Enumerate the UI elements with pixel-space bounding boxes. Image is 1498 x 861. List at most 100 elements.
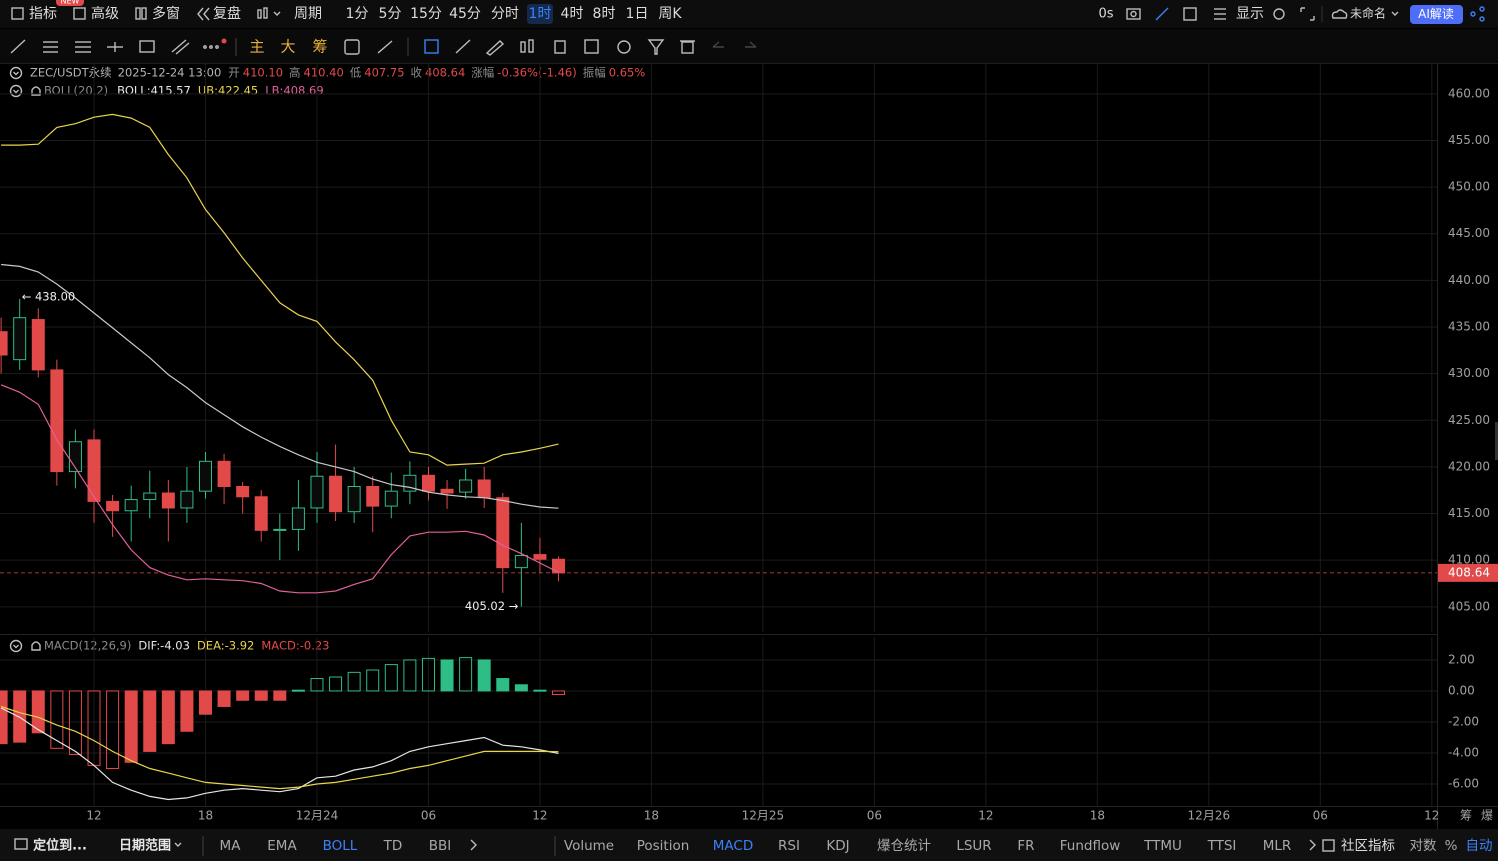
candle-body (236, 486, 250, 498)
field-value: 410.40 (304, 66, 344, 80)
drawing-label[interactable]: 主 (249, 38, 264, 56)
candle-body (87, 439, 101, 502)
sub-indicator-tab[interactable]: LSUR (956, 838, 991, 854)
interval[interactable]: 5分 (379, 6, 402, 22)
x-tick-label: 06 (1313, 809, 1328, 823)
indicator-line (1, 113, 559, 466)
axis-corner-label[interactable]: 筹 (1460, 809, 1472, 823)
badge-text: NEW (61, 0, 80, 6)
macd-bar (124, 690, 138, 763)
macd-bar (310, 678, 324, 692)
y-tick-label: 405.00 (1448, 599, 1490, 613)
toolbar-item[interactable]: 多窗 (152, 5, 180, 22)
candle-body (106, 500, 120, 512)
extreme-annotation: ← 438.00 (22, 290, 76, 304)
sub-indicator-tab[interactable]: Fundflow (1060, 838, 1121, 854)
last-price-label: 408.64 (1448, 565, 1490, 579)
candle-body (384, 490, 398, 507)
y-tick-label: 0.00 (1448, 683, 1475, 697)
macd-bar (496, 678, 510, 692)
interval[interactable]: 1分 (346, 6, 369, 22)
macd-bar (143, 690, 157, 752)
main-indicator-tab[interactable]: MA (220, 838, 242, 854)
candle-body (124, 499, 138, 512)
bottom-left-button[interactable]: 日期范围 (119, 838, 171, 854)
interval[interactable]: 1时 (529, 6, 552, 22)
scale-option[interactable]: % (1445, 838, 1458, 854)
sub-indicator-tab[interactable]: MACD (713, 838, 753, 854)
bottom-icons[interactable] (14, 836, 1335, 856)
interval[interactable]: 15分 (410, 6, 442, 22)
sub-indicator-tab[interactable]: MLR (1263, 838, 1292, 854)
y-tick-label: 435.00 (1448, 320, 1490, 334)
y-tick-label: 455.00 (1448, 133, 1490, 147)
layout-name[interactable]: 未命名 (1350, 6, 1386, 21)
toolbar-item[interactable]: 高级 (91, 5, 119, 22)
interval[interactable]: 4时 (561, 6, 584, 22)
x-tick-label: 12月24 (296, 809, 339, 823)
candle-body (254, 496, 268, 531)
main-indicator-tab[interactable]: EMA (267, 838, 297, 854)
symbol: ZEC/USDT永续 (30, 66, 112, 80)
bar-time: 2025-12-24 13:00 (118, 66, 222, 80)
legend-icons (9, 66, 41, 653)
sub-indicator-tab[interactable]: KDJ (826, 838, 849, 854)
interval[interactable]: 8时 (593, 6, 616, 22)
macd-bar (13, 690, 27, 743)
sub-indicator-tab[interactable]: Volume (564, 838, 614, 854)
community-indicators[interactable]: 社区指标 (1341, 838, 1395, 854)
main-indicator-tab[interactable]: TD (383, 838, 403, 854)
top-toolbar (0, 0, 1498, 28)
candle-body (477, 479, 491, 499)
interval[interactable]: 分时 (491, 6, 519, 22)
toolbar-item[interactable]: 周期 (294, 6, 322, 22)
main-indicator-tab[interactable]: BOLL (323, 838, 358, 854)
candle-body (552, 558, 566, 574)
active-interval-bg (527, 4, 553, 24)
field-value: 408.64 (425, 66, 465, 80)
indicator-line (0, 705, 559, 790)
macd-bar (366, 669, 380, 692)
drawing-tools[interactable] (10, 38, 757, 56)
sub-indicator-tab[interactable]: FR (1017, 838, 1034, 854)
interval[interactable]: 45分 (449, 6, 481, 22)
candle-body (50, 369, 64, 473)
last-price-tag (1438, 563, 1498, 582)
sub-indicator-tab[interactable]: Position (637, 838, 690, 854)
indicator-name: MACD(12,26,9) (44, 639, 131, 653)
scrollbar (1495, 422, 1498, 460)
ai-button[interactable] (1410, 5, 1463, 24)
indicator-value: BOLL:415.57 (117, 84, 191, 98)
toolbar-item[interactable]: 复盘 (213, 5, 241, 22)
ai-label[interactable]: AI解读 (1418, 7, 1454, 21)
drawing-label[interactable]: 大 (280, 38, 295, 56)
y-tick-label: -6.00 (1448, 776, 1479, 790)
sub-indicator-tab[interactable]: 爆仓统计 (877, 838, 931, 854)
scale-option[interactable]: 自动 (1466, 838, 1493, 854)
y-tick-label: 440.00 (1448, 273, 1490, 287)
sub-indicator-tab[interactable]: RSI (778, 838, 800, 854)
candle-body (180, 490, 194, 509)
bottom-left-button[interactable]: 定位到... (32, 838, 87, 854)
countdown: 0s (1098, 7, 1113, 22)
macd-bar (347, 671, 361, 692)
candle-body (31, 319, 45, 371)
axis-corner-label[interactable]: 爆 (1481, 809, 1493, 823)
drawing-label[interactable]: 筹 (312, 38, 327, 56)
new-dot (221, 38, 227, 44)
toolbar-item[interactable]: 指标 (29, 6, 57, 22)
interval[interactable]: 1日 (626, 6, 649, 22)
sub-indicator-tab[interactable]: TTSI (1207, 838, 1237, 854)
toolbar-icons[interactable] (11, 6, 1485, 22)
macd-bar (552, 690, 566, 696)
main-indicator-tab[interactable]: BBI (429, 838, 452, 854)
candle-body (533, 554, 547, 560)
indicator-line (0, 384, 559, 594)
display-button[interactable]: 显示 (1236, 6, 1264, 22)
macd-bar (440, 659, 454, 692)
interval[interactable]: 周K (658, 6, 682, 22)
field-value: 0.65% (609, 66, 646, 80)
sub-indicator-tab[interactable]: TTMU (1143, 838, 1182, 854)
scale-option[interactable]: 对数 (1410, 838, 1438, 854)
